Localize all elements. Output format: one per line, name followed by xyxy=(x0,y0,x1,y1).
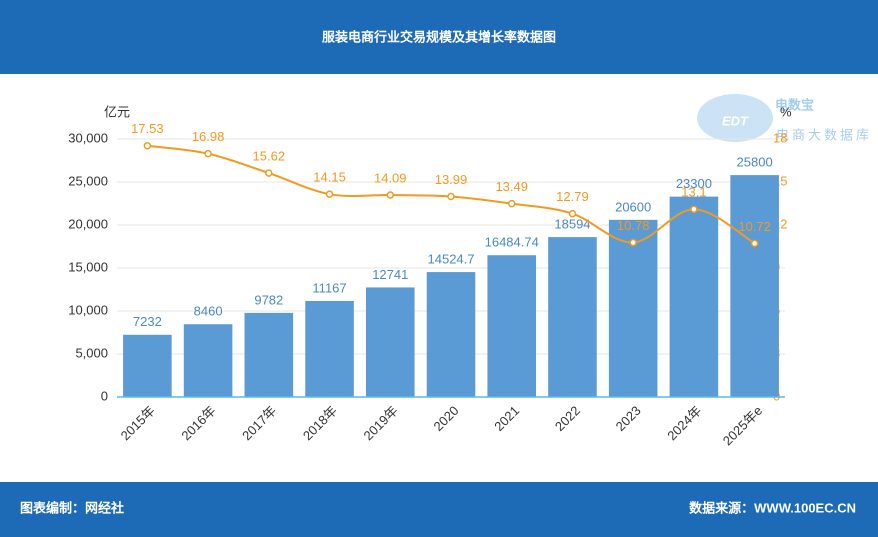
chart-title: 服装电商行业交易规模及其增长率数据图 xyxy=(322,29,556,44)
header-band xyxy=(0,0,878,74)
bar xyxy=(365,287,415,397)
x-tick-label: 2020 xyxy=(430,403,461,434)
line-point xyxy=(325,190,334,198)
line-point xyxy=(447,192,455,201)
bar xyxy=(548,237,597,397)
x-tick-label: 2015年 xyxy=(118,403,158,443)
line-point xyxy=(143,141,152,150)
line-value-label: 13.1 xyxy=(681,185,706,200)
line-point xyxy=(629,238,637,247)
line-value-label: 14.15 xyxy=(313,170,346,185)
bar xyxy=(608,219,658,397)
line-point xyxy=(265,169,273,177)
line-value-label: 16.98 xyxy=(192,129,225,144)
logo-cloud xyxy=(697,94,773,142)
bar-value-label: 8460 xyxy=(194,304,223,319)
line-point xyxy=(690,205,698,213)
bar-value-label: 7232 xyxy=(133,314,162,329)
bar xyxy=(669,196,719,397)
logo-mark: EDT xyxy=(722,113,749,128)
bar xyxy=(305,300,354,397)
bar xyxy=(426,272,476,397)
x-tick-label: 2022 xyxy=(552,403,583,434)
footer-right: 数据来源：WWW.100EC.CN xyxy=(689,500,856,515)
x-tick-label: 2021 xyxy=(491,403,522,434)
x-tick-label: 2016年 xyxy=(178,403,218,443)
bar xyxy=(123,334,172,397)
bar-value-label: 23300 xyxy=(676,176,712,191)
line-point xyxy=(386,191,395,199)
y2-tick-label: 18 xyxy=(773,130,787,145)
y-tick-label: 20,000 xyxy=(68,216,108,231)
bar-value-label: 25800 xyxy=(737,155,773,170)
bar-value-label: 16484.74 xyxy=(485,235,539,250)
y-tick-label: 30,000 xyxy=(68,130,108,145)
bar-value-label: 12741 xyxy=(372,267,408,282)
line-value-label: 12.79 xyxy=(556,189,589,204)
line-point xyxy=(507,199,516,208)
x-tick-label: 2018年 xyxy=(300,403,340,443)
line-point xyxy=(568,209,577,218)
line-value-label: 10.72 xyxy=(738,219,771,234)
line-point xyxy=(750,239,759,248)
y-tick-label: 15,000 xyxy=(68,259,108,274)
line-value-label: 13.49 xyxy=(495,179,528,194)
y-axis-label: 亿元 xyxy=(104,104,130,119)
line-value-label: 15.62 xyxy=(253,149,286,164)
logo-name: 电数宝 xyxy=(775,97,814,112)
bar xyxy=(730,175,779,397)
x-tick-label: 2017年 xyxy=(239,403,279,443)
bar xyxy=(487,255,537,397)
footer-band xyxy=(0,482,878,537)
y-tick-label: 5,000 xyxy=(75,345,108,360)
bar-value-label: 9782 xyxy=(254,292,283,307)
bar xyxy=(183,324,233,397)
logo-tagline: 电商大数据库 xyxy=(776,127,872,142)
x-tick-label: 2025年e xyxy=(720,403,765,448)
line-value-label: 13.99 xyxy=(435,172,468,187)
bar-value-label: 11167 xyxy=(312,280,346,295)
bar-value-label: 14524.7 xyxy=(428,252,475,267)
x-tick-label: 2024年 xyxy=(664,403,704,443)
y-tick-label: 25,000 xyxy=(68,173,108,188)
x-tick-label: 2023 xyxy=(613,403,644,434)
y-tick-label: 10,000 xyxy=(68,302,108,317)
logo: EDT 电数宝 电商大数据库 xyxy=(697,94,872,142)
line-value-label: 10.78 xyxy=(617,218,650,233)
y2-axis-label: % xyxy=(780,104,792,119)
line-point xyxy=(204,149,212,158)
line-value-label: 14.09 xyxy=(374,170,407,185)
bar xyxy=(244,312,294,397)
x-tick-label: 2019年 xyxy=(361,403,401,443)
footer-left: 图表编制：网经社 xyxy=(20,500,124,515)
bar-value-label: 20600 xyxy=(615,199,651,214)
line-value-label: 17.53 xyxy=(131,121,164,136)
bar-value-label: 18594 xyxy=(554,217,590,232)
y-tick-label: 0 xyxy=(101,388,108,403)
